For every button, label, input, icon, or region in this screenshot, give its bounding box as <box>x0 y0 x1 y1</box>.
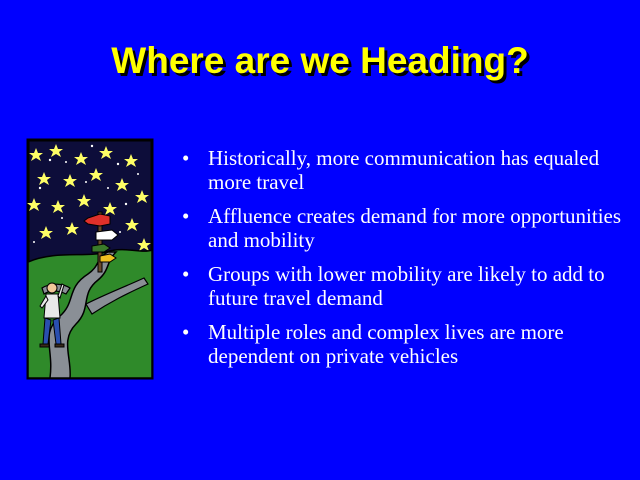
slide-title: Where are we Heading? <box>111 40 529 81</box>
bullet-dot: • <box>182 204 190 228</box>
bullet-dot: • <box>182 146 190 170</box>
bullet-dot: • <box>182 262 190 286</box>
bullet-item: • Groups with lower mobility are likely … <box>182 262 622 310</box>
bullet-text: Groups with lower mobility are likely to… <box>208 262 605 310</box>
bullet-text: Multiple roles and complex lives are mor… <box>208 320 564 368</box>
bullet-text: Affluence creates demand for more opport… <box>208 204 622 252</box>
bullet-text: Historically, more communication has equ… <box>208 146 600 194</box>
bullet-item: • Historically, more communication has e… <box>182 146 622 194</box>
bullet-item: • Multiple roles and complex lives are m… <box>182 320 622 368</box>
bullet-list: • Historically, more communication has e… <box>182 146 622 378</box>
bullet-item: • Affluence creates demand for more oppo… <box>182 204 622 252</box>
traveler-signpost-icon <box>26 138 154 380</box>
bullet-dot: • <box>182 320 190 344</box>
